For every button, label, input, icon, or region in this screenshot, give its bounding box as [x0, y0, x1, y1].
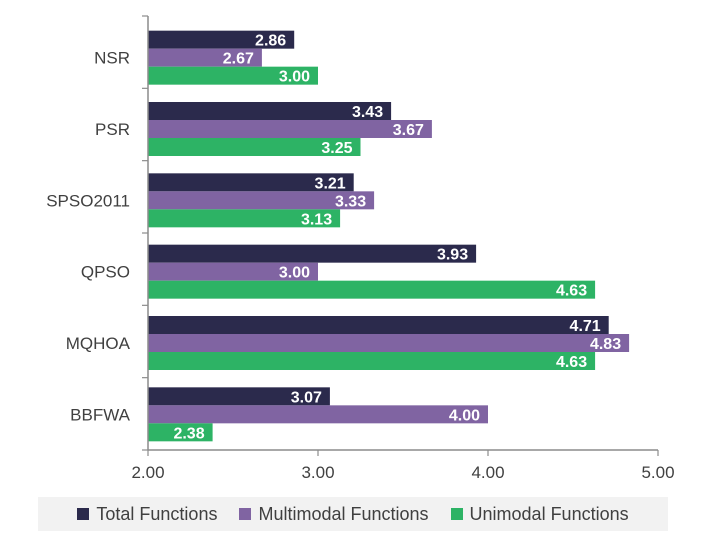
legend-swatch-total — [77, 508, 90, 520]
bar-value-label: 2.38 — [173, 425, 204, 442]
x-tick-label: 2.00 — [131, 463, 164, 482]
legend: Total Functions Multimodal Functions Uni… — [38, 497, 668, 531]
category-label-nsr: NSR — [94, 49, 130, 68]
legend-label-multimodal: Multimodal Functions — [258, 503, 429, 524]
legend-label-total: Total Functions — [96, 503, 218, 524]
bar-value-label: 3.43 — [352, 104, 383, 121]
bar-value-label: 2.86 — [255, 33, 286, 50]
bar-psr-0 — [148, 102, 392, 120]
bar-nsr-0 — [148, 30, 295, 49]
bar-value-label: 4.63 — [556, 354, 587, 371]
category-label-qpso: QPSO — [81, 263, 130, 282]
category-label-mqhoa: MQHOA — [66, 334, 131, 353]
bar-spso2011-0 — [148, 173, 354, 192]
bar-psr-1 — [148, 120, 432, 138]
bar-spso2011-1 — [148, 191, 375, 210]
category-label-spso2011: SPSO2011 — [46, 191, 130, 210]
x-tick-label: 5.00 — [641, 463, 674, 482]
bar-mqhoa-1 — [148, 334, 630, 352]
legend-item-total: Total Functions — [77, 504, 217, 525]
legend-item-unimodal: Unimodal Functions — [450, 503, 629, 525]
legend-swatch-unimodal — [450, 508, 463, 520]
bar-nsr-1 — [148, 48, 262, 67]
bar-bbfwa-2 — [148, 423, 213, 442]
bar-mqhoa-2 — [148, 352, 596, 370]
bar-mqhoa-0 — [148, 316, 609, 334]
category-label-psr: PSR — [95, 120, 130, 139]
bar-value-label: 3.00 — [279, 69, 310, 86]
bar-value-label: 3.21 — [315, 175, 346, 192]
bar-value-label: 3.07 — [291, 389, 322, 406]
bar-value-label: 3.93 — [437, 247, 468, 264]
legend-swatch-multimodal — [239, 508, 252, 520]
bar-qpso-0 — [148, 244, 477, 263]
bar-nsr-2 — [148, 66, 318, 85]
bar-value-label: 4.83 — [590, 336, 621, 353]
bar-spso2011-2 — [148, 209, 341, 228]
bar-value-label: 2.67 — [223, 51, 254, 68]
legend-item-multimodal: Multimodal Functions — [239, 503, 429, 525]
bar-value-label: 3.13 — [301, 211, 332, 228]
bar-value-label: 3.67 — [393, 122, 424, 139]
legend-label-unimodal: Unimodal Functions — [469, 503, 629, 524]
bar-bbfwa-0 — [148, 387, 330, 406]
x-tick-label: 3.00 — [301, 463, 334, 482]
x-tick-label: 4.00 — [471, 463, 504, 482]
bar-qpso-2 — [148, 280, 596, 299]
bar-value-label: 3.25 — [321, 140, 352, 157]
bar-value-label: 3.00 — [279, 265, 310, 282]
bar-psr-2 — [148, 138, 361, 156]
bar-value-label: 4.00 — [449, 407, 480, 424]
bar-value-label: 4.71 — [570, 318, 601, 335]
bar-qpso-1 — [148, 262, 318, 281]
bar-value-label: 4.63 — [556, 283, 587, 300]
bar-value-label: 3.33 — [335, 193, 366, 210]
category-label-bbfwa: BBFWA — [70, 405, 130, 424]
bar-bbfwa-1 — [148, 405, 488, 424]
